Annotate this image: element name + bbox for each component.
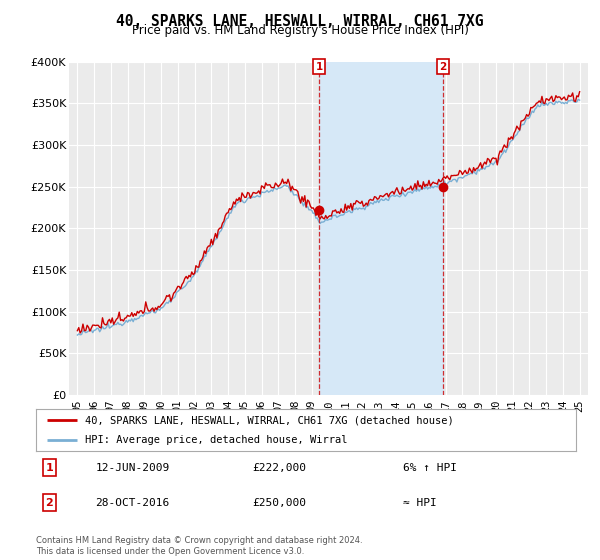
- Text: 6% ↑ HPI: 6% ↑ HPI: [403, 463, 457, 473]
- Text: Contains HM Land Registry data © Crown copyright and database right 2024.
This d: Contains HM Land Registry data © Crown c…: [36, 536, 362, 556]
- Text: 12-JUN-2009: 12-JUN-2009: [95, 463, 170, 473]
- Text: ≈ HPI: ≈ HPI: [403, 498, 437, 507]
- Text: 1: 1: [46, 463, 53, 473]
- Text: 2: 2: [46, 498, 53, 507]
- Bar: [319, 62, 443, 395]
- Text: 1: 1: [316, 62, 323, 72]
- Text: £250,000: £250,000: [252, 498, 306, 507]
- Text: 28-OCT-2016: 28-OCT-2016: [95, 498, 170, 507]
- Text: HPI: Average price, detached house, Wirral: HPI: Average price, detached house, Wirr…: [85, 435, 347, 445]
- Text: Price paid vs. HM Land Registry's House Price Index (HPI): Price paid vs. HM Land Registry's House …: [131, 24, 469, 37]
- Text: 40, SPARKS LANE, HESWALL, WIRRAL, CH61 7XG: 40, SPARKS LANE, HESWALL, WIRRAL, CH61 7…: [116, 14, 484, 29]
- Text: £222,000: £222,000: [252, 463, 306, 473]
- Text: 2: 2: [439, 62, 446, 72]
- Text: 40, SPARKS LANE, HESWALL, WIRRAL, CH61 7XG (detached house): 40, SPARKS LANE, HESWALL, WIRRAL, CH61 7…: [85, 415, 454, 425]
